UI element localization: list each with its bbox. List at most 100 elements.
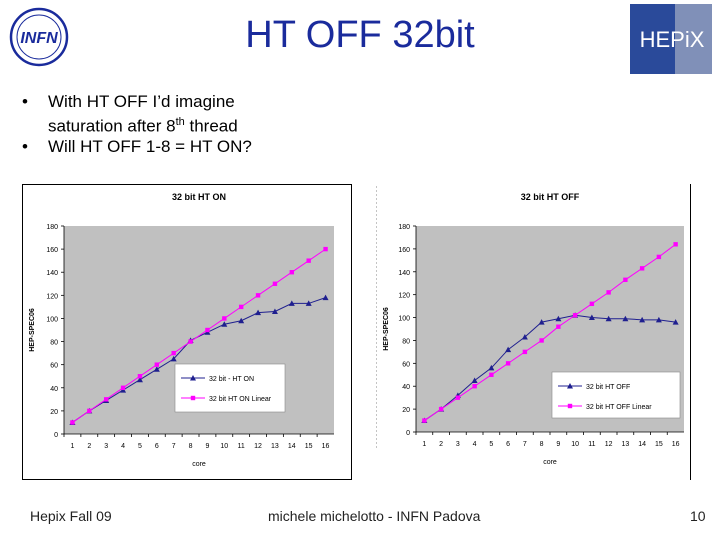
data-point	[455, 395, 461, 400]
legend-marker	[567, 403, 573, 409]
hepix-logo-text: HEPiX	[640, 27, 705, 52]
x-tick-label: 4	[473, 441, 477, 448]
data-point	[555, 315, 562, 322]
y-tick-label: 20	[50, 409, 58, 416]
bullet-text: saturation after 8	[48, 116, 176, 136]
footer-author: michele michelotto - INFN Padova	[268, 508, 481, 524]
y-tick-label: 40	[50, 386, 58, 393]
y-tick-label: 160	[398, 247, 410, 254]
x-tick-label: 16	[672, 441, 680, 448]
x-tick-label: 14	[288, 443, 296, 450]
data-point	[170, 355, 177, 362]
bullet-dot-icon: •	[22, 92, 28, 111]
data-point	[422, 418, 427, 423]
x-tick-label: 5	[138, 443, 142, 450]
bullet-item: • With HT OFF I’d imagine saturation aft…	[22, 92, 252, 137]
x-tick-label: 6	[155, 443, 159, 450]
data-point	[521, 334, 528, 340]
x-tick-label: 11	[238, 443, 245, 450]
chart-border	[22, 184, 352, 480]
data-point	[655, 316, 662, 323]
y-tick-label: 0	[406, 430, 410, 437]
legend-label: 32 bit - HT ON	[209, 376, 254, 383]
data-point	[255, 309, 262, 316]
x-tick-label: 9	[556, 441, 560, 448]
x-tick-label: 10	[220, 443, 228, 450]
legend-marker	[567, 383, 573, 389]
data-point	[323, 246, 328, 252]
bullet-item: • Will HT OFF 1-8 = HT ON?	[22, 137, 252, 157]
chart-title: 32 bit HT OFF	[521, 192, 580, 202]
data-point	[103, 397, 109, 402]
data-point	[154, 362, 160, 367]
y-tick-label: 60	[50, 363, 58, 370]
x-tick-label: 3	[104, 443, 108, 450]
data-point	[639, 316, 646, 323]
data-point	[606, 290, 611, 295]
data-point	[306, 258, 311, 263]
y-tick-label: 160	[46, 247, 58, 254]
data-point	[153, 366, 160, 372]
legend-label: 32 bit HT OFF Linear	[586, 404, 652, 411]
bullet-text: thread	[184, 116, 238, 136]
x-tick-label: 4	[121, 443, 125, 450]
x-tick-label: 8	[540, 441, 544, 448]
data-point	[288, 300, 295, 306]
legend-marker	[190, 395, 196, 401]
bullet-line: With HT OFF I’d imagine	[48, 92, 235, 111]
data-point	[188, 339, 193, 344]
data-point	[238, 317, 245, 324]
x-tick-label: 12	[254, 443, 262, 450]
data-point	[656, 254, 662, 260]
y-tick-label: 180	[398, 224, 410, 231]
data-point	[471, 377, 478, 383]
hepix-logo-icon: HEPiX	[630, 4, 712, 74]
x-tick-label: 3	[456, 441, 460, 448]
x-tick-label: 2	[439, 441, 443, 448]
data-point	[538, 319, 545, 325]
data-point	[87, 408, 92, 414]
data-point	[472, 384, 477, 389]
data-point	[588, 314, 595, 321]
legend-marker	[190, 375, 196, 381]
y-tick-label: 120	[398, 293, 410, 300]
slide-title: HT OFF 32bit	[245, 14, 475, 56]
y-tick-label: 40	[402, 384, 410, 391]
data-point	[305, 300, 312, 306]
legend-label: 32 bit HT OFF	[586, 384, 630, 391]
data-point	[589, 301, 595, 307]
data-point	[505, 361, 511, 366]
bullet-line: Will HT OFF 1-8 = HT ON?	[48, 136, 252, 156]
data-point	[572, 313, 578, 318]
data-point	[222, 316, 227, 321]
y-tick-label: 100	[46, 316, 58, 323]
y-tick-label: 120	[46, 293, 58, 300]
x-tick-label: 13	[621, 441, 629, 448]
series-line	[424, 314, 676, 421]
x-tick-label: 15	[655, 441, 663, 448]
y-tick-label: 60	[402, 361, 410, 368]
y-tick-label: 180	[46, 224, 58, 231]
x-tick-label: 6	[506, 441, 510, 448]
data-point	[489, 372, 494, 377]
data-point	[255, 293, 261, 298]
x-tick-label: 1	[422, 441, 426, 448]
slide-number: 10	[690, 508, 706, 524]
x-tick-label: 11	[588, 441, 595, 448]
x-tick-label: 12	[605, 441, 613, 448]
x-tick-label: 7	[172, 443, 176, 450]
footer-event: Hepix Fall 09	[30, 508, 112, 524]
data-point	[271, 308, 278, 315]
infn-logo-icon: INFN	[8, 6, 70, 68]
x-tick-label: 10	[571, 441, 579, 448]
infn-logo-text: INFN	[20, 30, 58, 47]
x-tick-label: 8	[189, 443, 193, 450]
legend-box	[174, 363, 286, 413]
data-point	[522, 349, 528, 355]
y-axis-label: HEP-SPEC06	[29, 308, 36, 352]
x-tick-label: 2	[87, 443, 91, 450]
x-axis-label: core	[543, 459, 557, 466]
data-point	[539, 338, 544, 343]
